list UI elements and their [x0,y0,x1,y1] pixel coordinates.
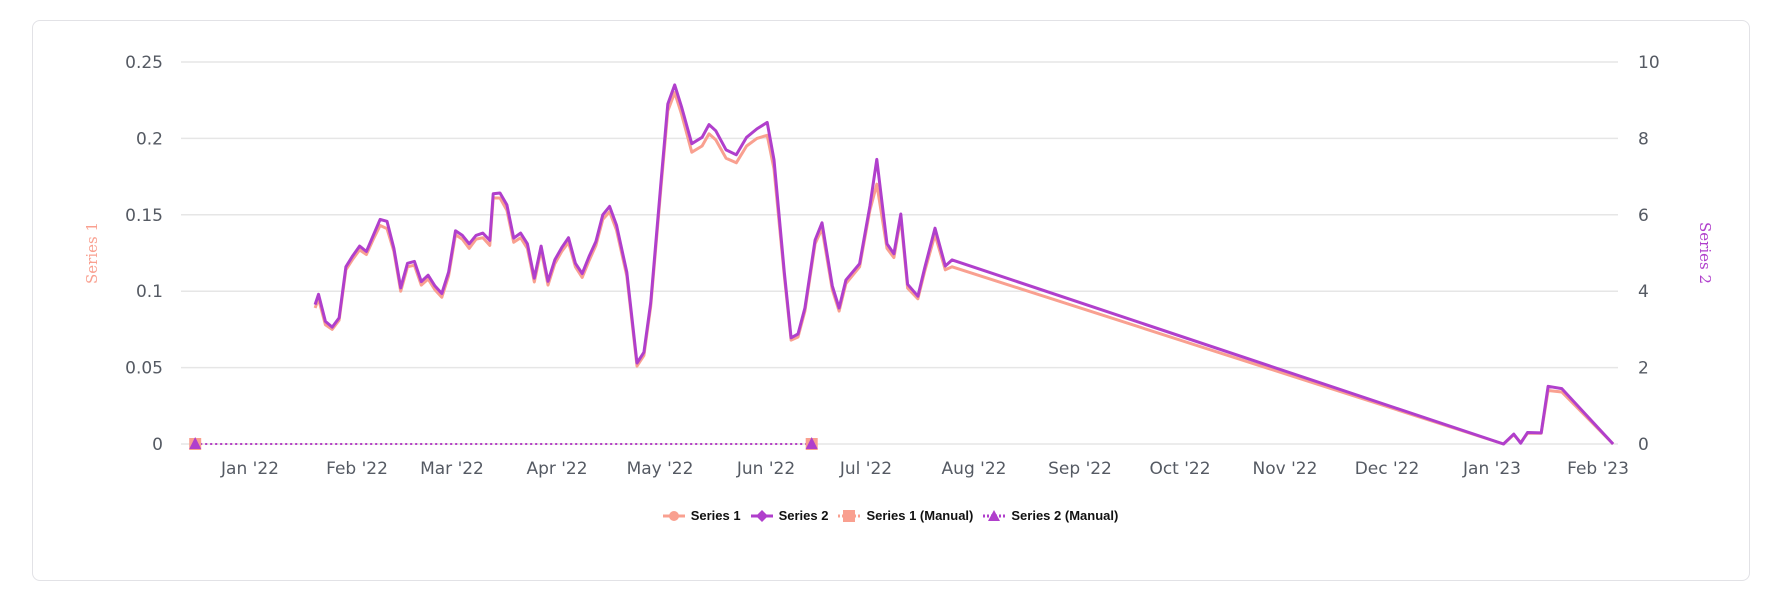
diamond-icon [750,509,773,522]
left-tick-label: 0.15 [125,206,163,226]
series-2-line[interactable] [313,83,1615,446]
right-tick-label: 6 [1638,206,1649,226]
x-tick-label: Feb '23 [1567,459,1629,479]
circle-icon [662,510,685,521]
x-tick-label: Jan '23 [1462,459,1521,479]
x-tick-label: Apr '22 [526,459,587,479]
legend-label: Series 2 [778,508,829,523]
x-tick-label: Jan '22 [220,459,279,479]
x-tick-label: Feb '22 [326,459,388,479]
left-tick-label: 0.2 [136,129,163,149]
left-axis-title: Series 1 [83,222,101,284]
right-tick-label: 8 [1638,129,1649,149]
legend-label: Series 1 (Manual) [866,508,974,523]
gridlines [181,61,1618,445]
manual-triangle-marker[interactable] [189,437,202,449]
triangle-icon [983,509,1006,521]
left-y-axis: 0 0.05 0.1 0.15 0.2 0.25 [125,53,163,455]
legend-item-series-2[interactable]: Series 2 [750,508,829,523]
right-axis-title: Series 2 [1696,222,1714,284]
right-tick-label: 2 [1638,359,1649,379]
right-y-axis: 0 2 4 6 8 10 [1638,53,1660,455]
right-tick-label: 10 [1638,53,1660,73]
x-tick-label: Nov '22 [1253,459,1318,479]
plot-area[interactable] [189,83,1615,450]
legend-item-series-1-manual[interactable]: Series 1 (Manual) [838,508,973,523]
legend-label: Series 1 [690,508,741,523]
x-tick-label: Dec '22 [1355,459,1420,479]
x-tick-label: Jun '22 [736,459,795,479]
x-tick-label: Jul '22 [839,459,892,479]
x-tick-label: Mar '22 [420,459,484,479]
series-1-line[interactable] [313,91,1615,446]
left-tick-label: 0.05 [125,359,163,379]
right-tick-label: 4 [1638,282,1649,302]
left-tick-label: 0.1 [136,282,163,302]
x-tick-label: Sep '22 [1048,459,1112,479]
left-tick-label: 0.25 [125,53,163,73]
left-tick-label: 0 [152,435,163,455]
right-tick-label: 0 [1638,435,1649,455]
square-icon [838,509,861,522]
x-tick-label: May '22 [627,459,694,479]
x-axis: Jan '22 Feb '22 Mar '22 Apr '22 May '22 Jun '… [220,459,1629,479]
legend-item-series-1[interactable]: Series 1 [662,508,741,523]
manual-triangle-marker[interactable] [805,437,818,449]
legend-item-series-2-manual[interactable]: Series 2 (Manual) [983,508,1118,523]
legend-label: Series 2 (Manual) [1011,508,1119,523]
x-tick-label: Oct '22 [1149,459,1210,479]
legend: Series 1 Series 2 Series 1 (Manual) Series … [0,508,1781,523]
x-tick-label: Aug '22 [942,459,1007,479]
